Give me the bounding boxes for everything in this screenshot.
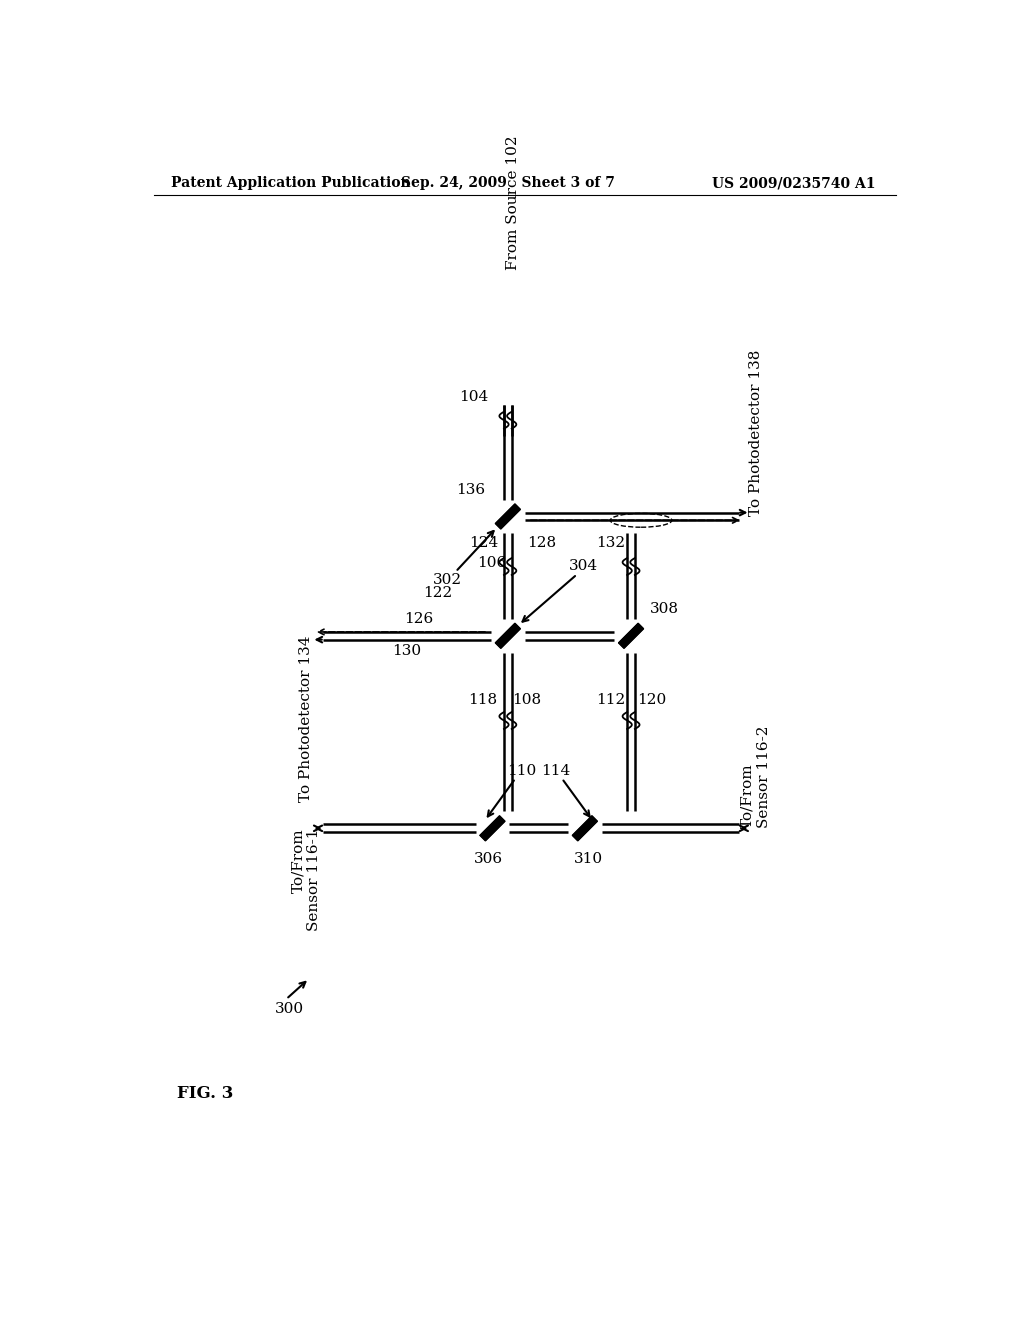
- Text: 310: 310: [574, 853, 603, 866]
- Text: 120: 120: [637, 693, 667, 706]
- Text: 104: 104: [460, 391, 488, 404]
- Text: 128: 128: [527, 536, 556, 550]
- Text: 126: 126: [403, 612, 433, 626]
- Text: 132: 132: [596, 536, 625, 550]
- Polygon shape: [496, 623, 520, 648]
- Text: 304: 304: [568, 560, 598, 573]
- Text: To/From
Sensor 116-2: To/From Sensor 116-2: [740, 726, 771, 829]
- Polygon shape: [480, 816, 505, 841]
- Polygon shape: [496, 504, 520, 529]
- Text: 302: 302: [433, 573, 463, 586]
- Text: 122: 122: [423, 586, 453, 601]
- Text: From Source 102: From Source 102: [506, 136, 520, 271]
- Text: 114: 114: [541, 763, 570, 777]
- Text: 136: 136: [456, 483, 484, 496]
- Text: US 2009/0235740 A1: US 2009/0235740 A1: [713, 176, 876, 190]
- Text: 306: 306: [474, 853, 503, 866]
- Text: 308: 308: [650, 602, 679, 616]
- Polygon shape: [618, 623, 644, 648]
- Text: 130: 130: [392, 644, 422, 659]
- Text: Patent Application Publication: Patent Application Publication: [171, 176, 411, 190]
- Text: 110: 110: [507, 763, 537, 777]
- Text: Sep. 24, 2009   Sheet 3 of 7: Sep. 24, 2009 Sheet 3 of 7: [401, 176, 614, 190]
- Text: 118: 118: [468, 693, 497, 706]
- Text: 106: 106: [477, 556, 506, 570]
- Text: To/From
Sensor 116-1: To/From Sensor 116-1: [291, 829, 322, 931]
- Text: 112: 112: [596, 693, 625, 706]
- Text: FIG. 3: FIG. 3: [177, 1085, 233, 1102]
- Text: To Photodetector 134: To Photodetector 134: [299, 636, 313, 803]
- Text: To Photodetector 138: To Photodetector 138: [749, 350, 763, 516]
- Text: 108: 108: [512, 693, 542, 706]
- Polygon shape: [572, 816, 597, 841]
- Text: 300: 300: [275, 1002, 304, 1016]
- Text: 124: 124: [469, 536, 499, 550]
